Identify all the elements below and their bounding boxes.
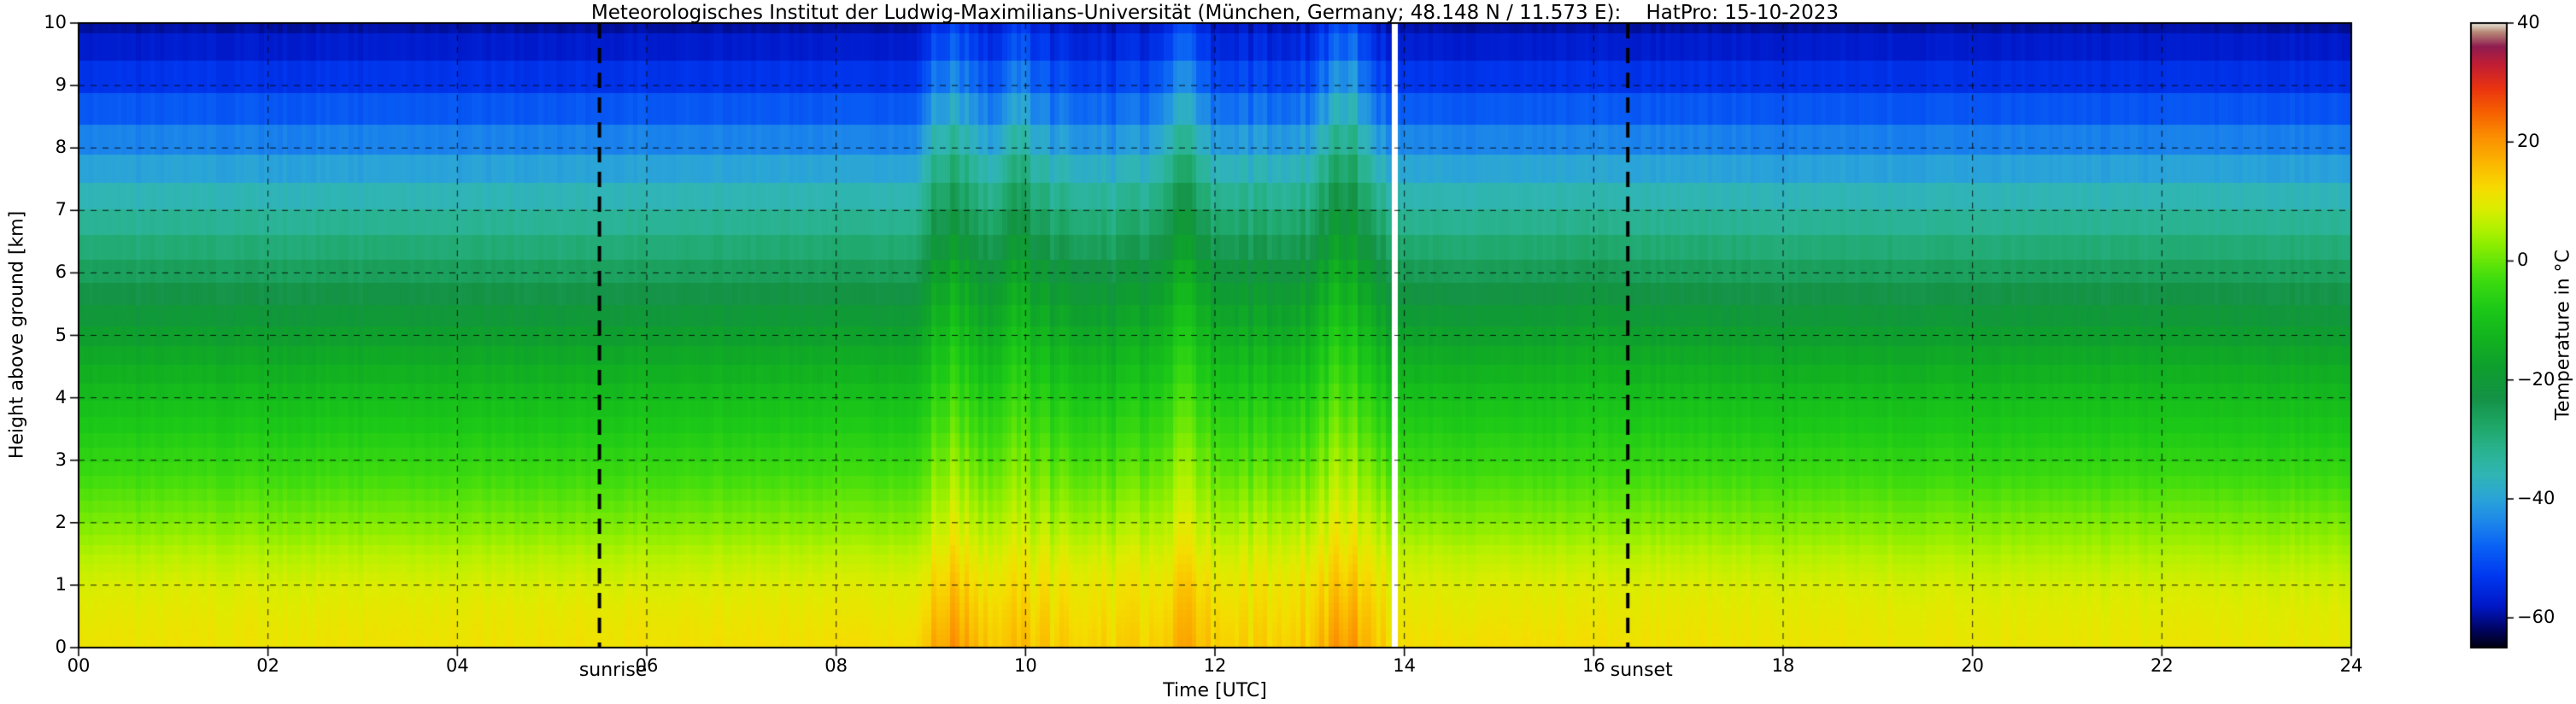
x-tick-label: 08	[824, 655, 848, 676]
x-tick-label: 12	[1203, 655, 1227, 676]
chart-title: Meteorologisches Institut der Ludwig-Max…	[590, 2, 1840, 24]
x-tick-label: 14	[1393, 655, 1417, 676]
x-tick-label: 00	[67, 655, 91, 676]
x-tick-label: 24	[2339, 655, 2363, 676]
colorbar-tick-label: 40	[2517, 12, 2540, 32]
x-tick-label: 20	[1961, 655, 1985, 676]
colorbar-tick-label: −40	[2517, 487, 2555, 508]
colorbar-tick-label: −60	[2517, 607, 2555, 628]
y-tick-label: 5	[55, 324, 67, 345]
sunrise-annotation: sunrise	[578, 660, 648, 681]
x-tick-label: 16	[1581, 655, 1605, 676]
x-tick-label: 02	[256, 655, 280, 676]
y-tick-label: 2	[55, 511, 67, 532]
y-tick-label: 7	[55, 199, 67, 220]
y-tick-label: 3	[55, 449, 67, 470]
y-tick-label: 4	[55, 386, 67, 408]
colorbar-tick-label: 20	[2517, 131, 2540, 152]
y-tick-label: 10	[44, 12, 67, 32]
y-tick-label: 6	[55, 261, 67, 283]
y-tick-label: 1	[55, 573, 67, 595]
y-tick-label: 9	[55, 74, 67, 96]
x-tick-label: 22	[2150, 655, 2174, 676]
colorbar-label: Temperature in °C	[2552, 249, 2574, 420]
x-tick-label: 18	[1771, 655, 1795, 676]
sunset-annotation: sunset	[1610, 660, 1673, 681]
y-axis-label: Height above ground [km]	[6, 210, 28, 460]
x-tick-label: 10	[1013, 655, 1037, 676]
colorbar-tick-label: −20	[2517, 368, 2555, 390]
y-tick-label: 8	[55, 137, 67, 158]
x-tick-label: 04	[445, 655, 469, 676]
x-tick-label: 06	[635, 655, 659, 676]
x-axis-label: Time [UTC]	[1163, 680, 1267, 701]
colorbar-tick-label: 0	[2517, 249, 2529, 271]
y-tick-label: 0	[55, 637, 67, 657]
